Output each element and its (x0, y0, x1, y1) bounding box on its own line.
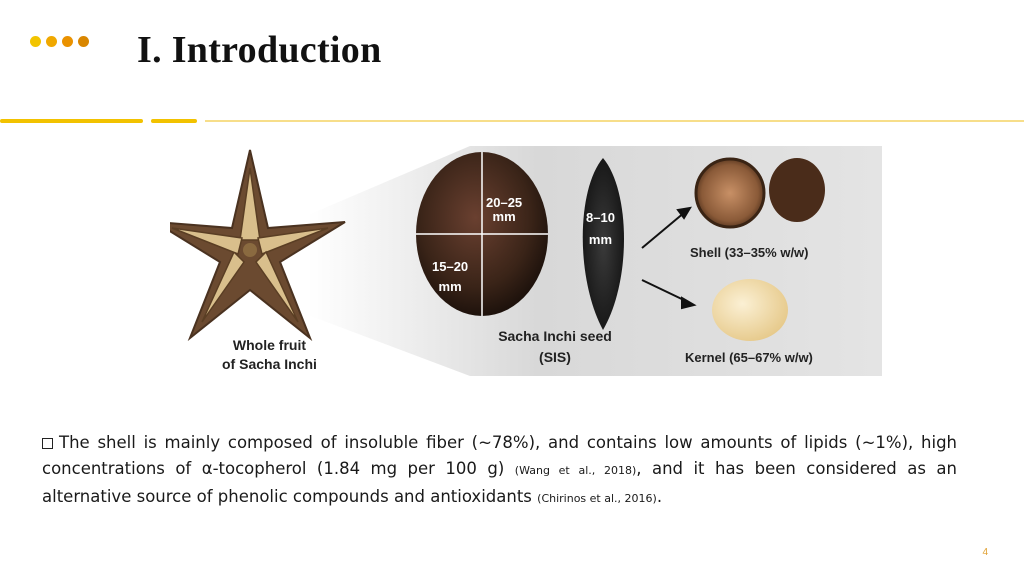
dot-2 (46, 36, 57, 47)
whole-fruit-image (170, 149, 346, 342)
kernel-image (712, 279, 788, 341)
thickness-label: 8–10 mm (586, 207, 615, 251)
sacha-inchi-figure: Whole fruit of Sacha Inchi 20–25 mm 15–2… (170, 130, 890, 385)
body-sentence-1: The shell is mainly composed of insolubl… (42, 433, 957, 478)
decorative-dots (30, 36, 89, 47)
dot-3 (62, 36, 73, 47)
slide-title: I. Introduction (137, 29, 382, 71)
width-unit: mm (438, 279, 462, 294)
kernel-label: Kernel (65–67% w/w) (685, 350, 813, 365)
thickness-value: 8–10 (586, 210, 615, 225)
width-label: 15–20 mm (432, 257, 468, 297)
checkbox-bullet-icon (42, 438, 53, 449)
width-value: 15–20 (432, 259, 469, 274)
shell-label: Shell (33–35% w/w) (690, 245, 809, 260)
length-label: 20–25 mm (486, 196, 522, 224)
citation-chirinos-2016: (Chirinos et al., 2016) (537, 492, 657, 505)
header-rule-right (205, 120, 1024, 122)
page-number: 4 (982, 547, 988, 558)
length-unit: mm (492, 209, 516, 224)
whole-fruit-label: Whole fruit of Sacha Inchi (222, 336, 317, 374)
shell-image (694, 157, 766, 229)
citation-wang-2018: (Wang et al., 2018) (514, 464, 637, 477)
whole-fruit-label-line1: Whole fruit (232, 337, 307, 353)
header-rule-mid (151, 119, 197, 123)
body-sentence-2: , and it has been considered as an alter… (42, 459, 957, 506)
body-end: . (656, 487, 663, 506)
seed-side-image (582, 158, 625, 330)
seed-label: Sacha Inchi seed (SIS) (480, 326, 630, 368)
whole-fruit-label-line2: of Sacha Inchi (222, 356, 317, 372)
thickness-unit: mm (588, 232, 613, 247)
length-value: 20–25 (486, 195, 523, 210)
body-paragraph: The shell is mainly composed of insolubl… (42, 430, 957, 512)
header-rule-left (0, 119, 143, 123)
dot-4 (78, 36, 89, 47)
seed-label-line2: (SIS) (539, 349, 571, 365)
dot-1 (30, 36, 41, 47)
seed-label-line1: Sacha Inchi seed (498, 328, 612, 344)
